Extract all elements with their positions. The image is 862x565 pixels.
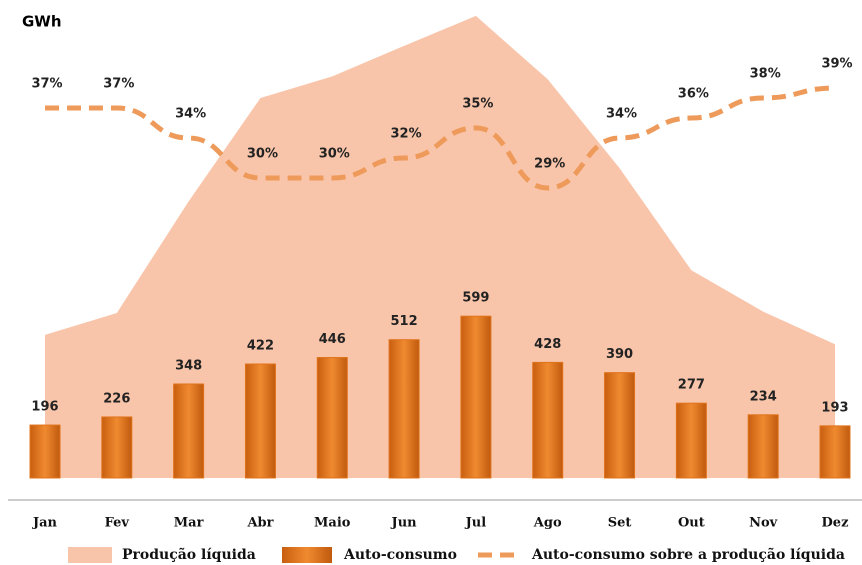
area bbox=[45, 15, 835, 478]
legend-label: Auto-consumo sobre a produção líquida bbox=[531, 546, 845, 563]
line-value-label: 36% bbox=[678, 87, 709, 102]
line-value-label: 37% bbox=[103, 77, 134, 92]
bar-value-label: 196 bbox=[31, 400, 58, 415]
bar bbox=[675, 402, 707, 479]
line-value-label: 34% bbox=[606, 107, 637, 122]
line-value-label: 32% bbox=[391, 127, 422, 142]
x-tick-label: Dez bbox=[822, 516, 849, 531]
bar-value-label: 428 bbox=[534, 337, 561, 352]
bar-value-label: 390 bbox=[606, 347, 633, 362]
bar-value-label: 348 bbox=[175, 359, 202, 374]
bar-value-label: 193 bbox=[821, 400, 848, 415]
x-tick-label: Mar bbox=[174, 516, 204, 531]
y-axis-label: GWh bbox=[22, 13, 62, 31]
bar bbox=[460, 315, 492, 479]
legend-swatch bbox=[68, 547, 112, 563]
bar bbox=[604, 372, 636, 479]
bar bbox=[173, 383, 205, 479]
line-value-label: 38% bbox=[750, 67, 781, 82]
bar-value-label: 277 bbox=[678, 378, 705, 393]
x-tick-label: Jun bbox=[391, 516, 418, 531]
x-tick-label: Out bbox=[678, 516, 705, 531]
line-value-label: 34% bbox=[175, 107, 206, 122]
x-tick-label: Set bbox=[608, 516, 632, 531]
bar bbox=[747, 414, 779, 479]
line-value-label: 39% bbox=[821, 57, 852, 72]
line bbox=[44, 85, 836, 191]
x-tick-label: Jul bbox=[465, 516, 487, 531]
bar-value-label: 599 bbox=[462, 291, 489, 306]
bar bbox=[388, 339, 420, 479]
legend-label: Auto-consumo bbox=[343, 547, 457, 563]
line-value-label: 30% bbox=[247, 147, 278, 162]
bar-value-label: 422 bbox=[247, 339, 274, 354]
line-value-label: 37% bbox=[31, 77, 62, 92]
bar-value-label: 234 bbox=[750, 389, 777, 404]
bar bbox=[532, 361, 564, 479]
bar bbox=[244, 363, 276, 479]
line-value-label: 35% bbox=[462, 97, 493, 112]
x-tick-label: Jan bbox=[32, 516, 58, 531]
legend-label: Produção líquida bbox=[122, 546, 256, 563]
bar-value-label: 446 bbox=[319, 332, 346, 347]
bar-value-label: 512 bbox=[391, 314, 418, 329]
x-tick-label: Maio bbox=[314, 516, 351, 531]
x-tick-label: Ago bbox=[533, 516, 562, 531]
x-tick-label: Abr bbox=[246, 516, 273, 531]
line-value-label: 30% bbox=[319, 147, 350, 162]
bar bbox=[819, 425, 851, 479]
legend-swatch bbox=[282, 547, 332, 563]
bar-value-label: 226 bbox=[103, 391, 130, 406]
bar bbox=[29, 424, 61, 479]
bar bbox=[101, 416, 133, 479]
x-tick-label: Fev bbox=[105, 516, 130, 531]
line-value-label: 29% bbox=[534, 157, 565, 172]
x-tick-label: Nov bbox=[749, 516, 778, 531]
bar bbox=[316, 357, 348, 479]
